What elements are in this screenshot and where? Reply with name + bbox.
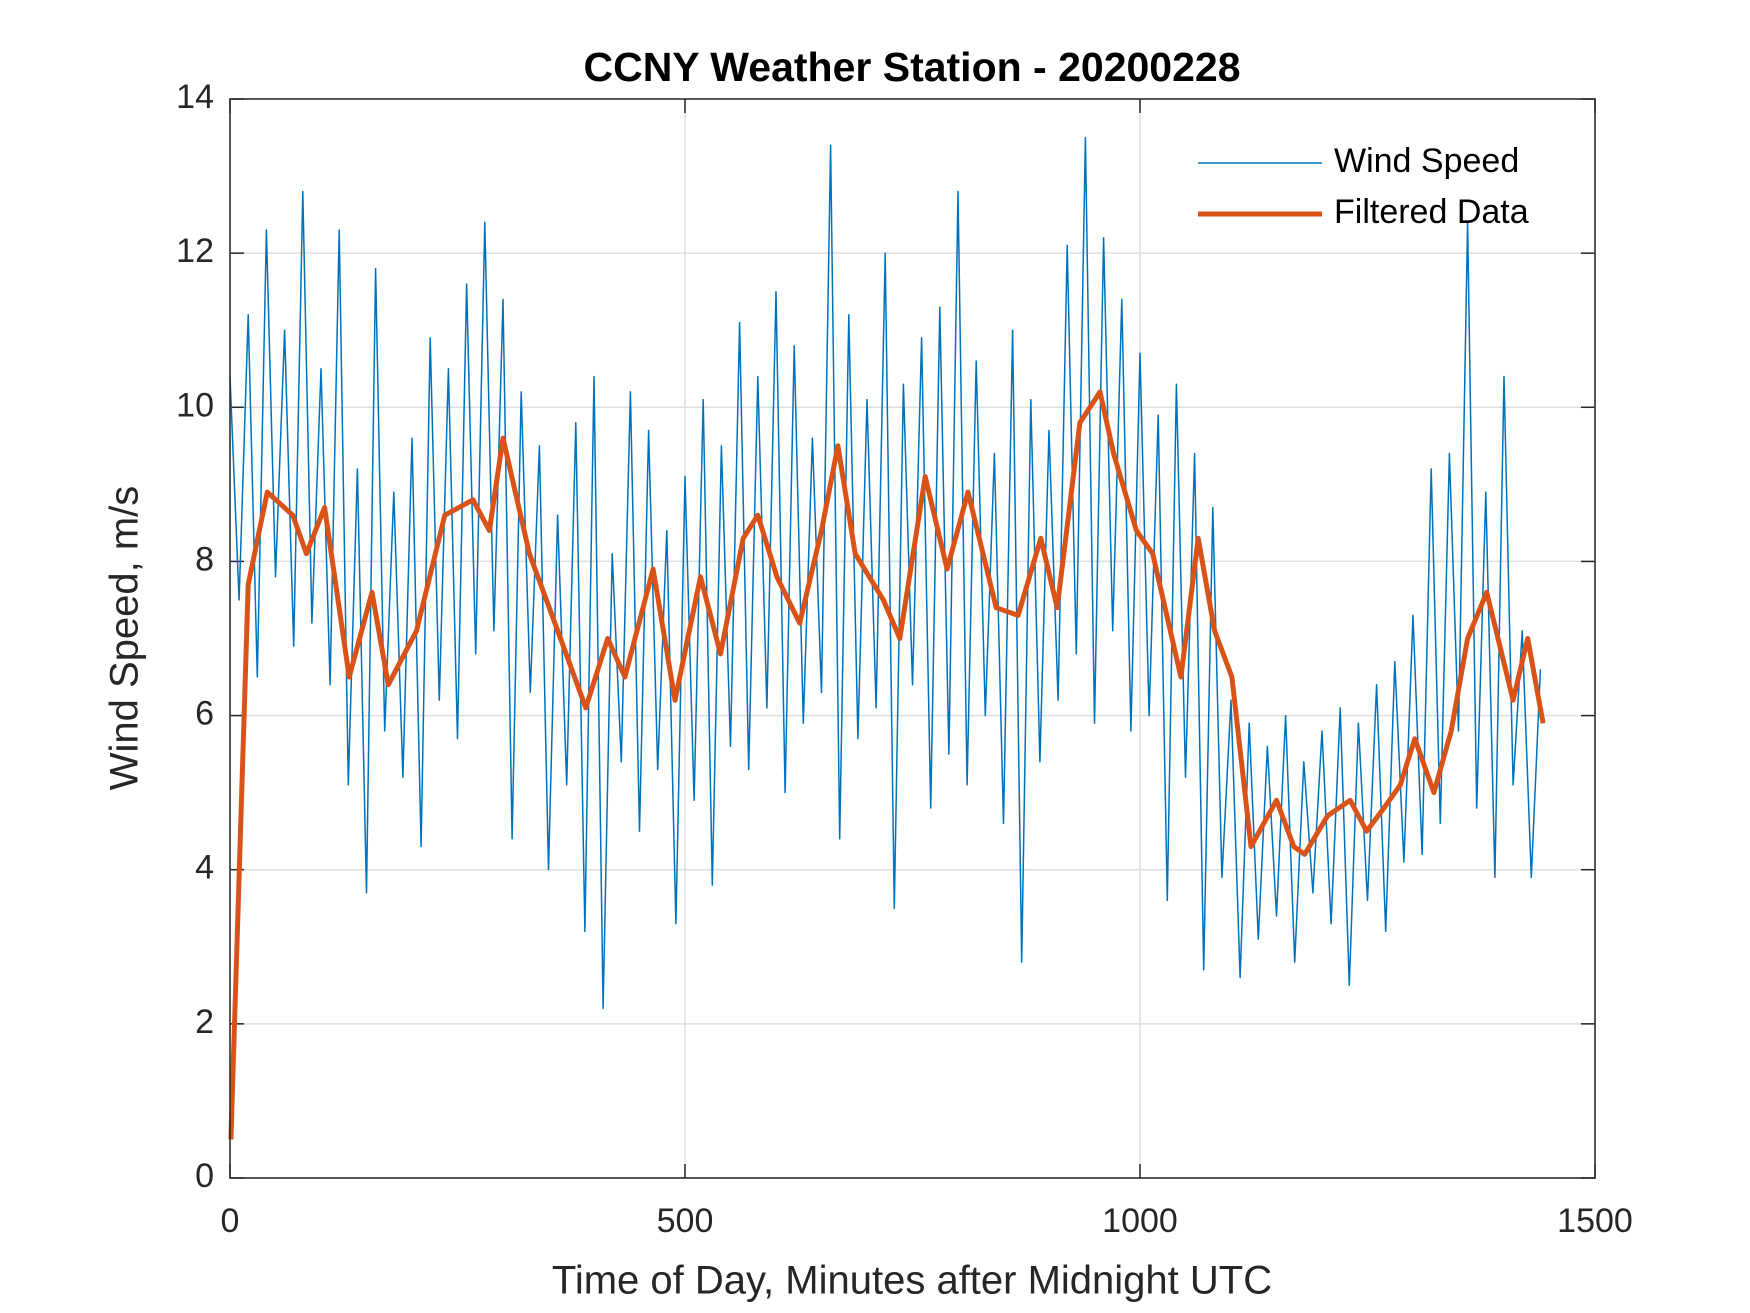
y-axis-label: Wind Speed, m/s <box>103 486 147 791</box>
chart-title: CCNY Weather Station - 20200228 <box>583 44 1240 90</box>
x-tick-label: 0 <box>221 1202 240 1240</box>
x-tick-label: 1500 <box>1557 1202 1633 1240</box>
y-tick-label: 4 <box>195 849 214 887</box>
axes-box <box>229 98 1596 1179</box>
x-axis-label: Time of Day, Minutes after Midnight UTC <box>552 1259 1272 1303</box>
legend-label: Wind Speed <box>1334 142 1519 180</box>
y-tick-label: 14 <box>176 78 214 116</box>
x-tick-label: 500 <box>657 1202 714 1240</box>
y-tick-label: 8 <box>195 540 214 578</box>
y-tick-label: 0 <box>195 1157 214 1195</box>
legend-label: Filtered Data <box>1334 193 1529 231</box>
y-tick-label: 6 <box>195 695 214 733</box>
y-tick-label: 10 <box>176 386 214 424</box>
data-line <box>229 136 1542 1010</box>
y-tick-label: 12 <box>176 232 214 270</box>
data-line <box>228 389 1546 1140</box>
y-tick-label: 2 <box>195 1003 214 1041</box>
x-tick-label: 1000 <box>1102 1202 1178 1240</box>
